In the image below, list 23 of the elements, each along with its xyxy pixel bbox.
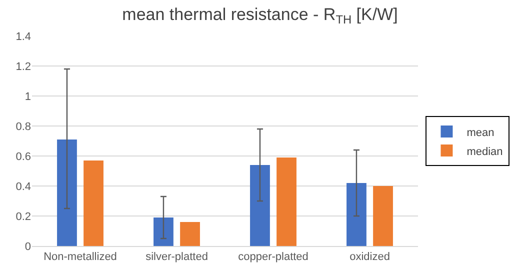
y-tick-label: 0.8 <box>16 120 31 133</box>
x-tick-label: oxidized <box>350 251 390 264</box>
legend-label: median <box>466 146 503 158</box>
y-tick-label: 0.2 <box>16 210 31 223</box>
x-tick-label: Non-metallized <box>44 251 117 264</box>
chart-title: mean thermal resistance - R$_{TH}$ [K/W] <box>122 5 398 27</box>
y-tick-label: 1.2 <box>16 60 31 73</box>
bar <box>373 186 393 246</box>
legend-label: mean <box>466 126 494 139</box>
bar <box>57 140 77 246</box>
y-tick-label: 1.4 <box>16 30 31 43</box>
bar <box>84 160 104 246</box>
bar <box>180 222 200 246</box>
y-tick-label: 0.4 <box>16 180 31 193</box>
y-tick-label: 0.6 <box>16 150 31 163</box>
x-tick-label: silver-platted <box>146 251 208 264</box>
bar <box>276 158 296 246</box>
x-tick-label: copper-platted <box>238 251 308 264</box>
bar <box>250 165 270 246</box>
bar <box>346 183 366 246</box>
bar <box>154 218 174 246</box>
y-tick-label: 1 <box>24 90 31 103</box>
y-tick-label: 0 <box>24 240 31 253</box>
